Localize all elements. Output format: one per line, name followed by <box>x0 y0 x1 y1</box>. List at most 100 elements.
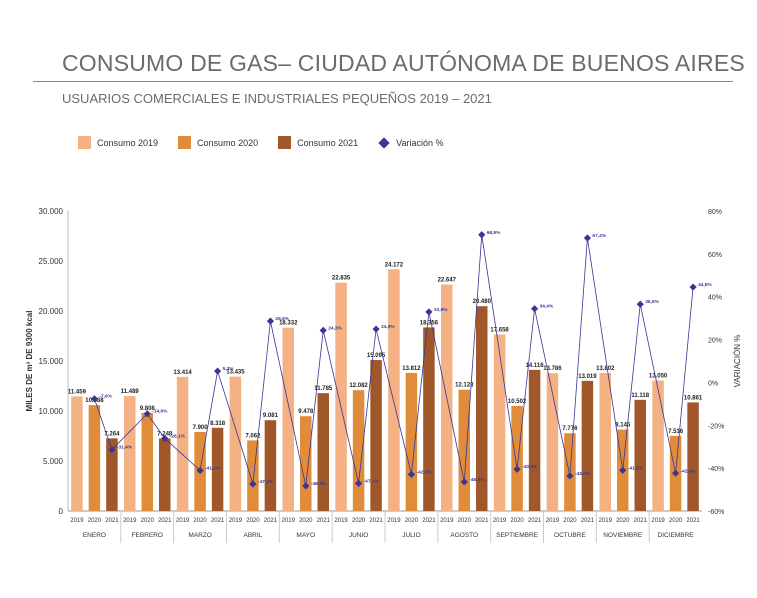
variation-point <box>478 231 486 239</box>
variation-point <box>530 305 539 313</box>
bar-consumo-2021 <box>476 306 488 511</box>
x-tick-year-label: 2019 <box>176 518 190 524</box>
x-tick-month-label: ENERO <box>83 532 106 539</box>
bar-consumo-2021 <box>370 360 382 511</box>
x-tick-year-label: 2020 <box>193 518 207 524</box>
variation-line <box>94 234 694 487</box>
bar-value-label: 13.435 <box>226 370 245 376</box>
bar-value-label: 7.248 <box>157 432 173 438</box>
x-tick-year-label: 2020 <box>510 518 524 524</box>
right-tick-label: 40% <box>708 295 722 302</box>
x-tick-year-label: 2020 <box>246 518 260 524</box>
bar-consumo-2020 <box>458 389 470 511</box>
x-tick-year-label: 2021 <box>317 518 331 524</box>
x-tick-year-label: 2020 <box>141 518 155 524</box>
bar-consumo-2021 <box>528 369 541 511</box>
x-tick-year-label: 2019 <box>493 518 507 524</box>
variation-point <box>513 465 521 473</box>
bar-consumo-2019 <box>493 334 506 511</box>
bar-value-label: 15.095 <box>367 353 386 359</box>
bar-consumo-2020 <box>88 405 101 511</box>
bar-value-label: 9.478 <box>298 409 314 415</box>
bar-consumo-2019 <box>652 380 664 511</box>
bar-consumo-2020 <box>405 372 418 511</box>
variation-label: -41,1% <box>205 466 221 472</box>
x-tick-year-label: 2020 <box>352 518 366 524</box>
bar-value-label: 24.172 <box>385 262 404 268</box>
x-tick-month-label: MARZO <box>188 532 211 539</box>
variation-label: 34,4% <box>540 304 554 310</box>
x-tick-year-label: 2021 <box>475 518 489 524</box>
bar-consumo-2019 <box>546 373 559 511</box>
variation-label: 28,6% <box>275 316 289 322</box>
variation-label: -31,4% <box>117 445 133 451</box>
right-tick-label: 80% <box>708 209 722 216</box>
x-tick-year-label: 2021 <box>528 518 542 524</box>
bar-consumo-2019 <box>71 396 83 511</box>
variation-label: -40,5% <box>522 464 538 470</box>
x-tick-year-label: 2020 <box>458 518 472 524</box>
bar-consumo-2020 <box>352 390 365 511</box>
variation-label: -43,6% <box>575 471 591 477</box>
variation-point <box>213 367 222 375</box>
x-tick-year-label: 2021 <box>158 518 172 524</box>
x-tick-year-label: 2020 <box>563 518 577 524</box>
bar-consumo-2021 <box>106 438 118 511</box>
right-tick-label: -60% <box>708 509 724 516</box>
x-tick-year-label: 2020 <box>299 518 313 524</box>
x-tick-year-label: 2019 <box>651 518 665 524</box>
bar-consumo-2019 <box>176 376 189 511</box>
bar-value-label: 17.658 <box>490 327 509 333</box>
variation-point <box>90 395 99 403</box>
bar-value-label: 13.414 <box>173 370 192 376</box>
legend-label-2020: Consumo 2020 <box>197 137 259 148</box>
chart-title: CONSUMO DE GAS– CIUDAD AUTÓNOMA DE BUENO… <box>62 50 745 76</box>
bar-consumo-2020 <box>141 412 153 511</box>
bar-value-label: 13.019 <box>578 374 597 380</box>
bar-value-label: 12.082 <box>349 383 368 389</box>
bar-value-label: 9.808 <box>140 406 156 412</box>
variation-point <box>302 482 310 490</box>
bar-consumo-2021 <box>581 380 594 511</box>
variation-point <box>619 466 627 474</box>
bar-value-label: 12.128 <box>455 383 474 389</box>
chart-subtitle: USUARIOS COMERCIALES E INDUSTRIALES PEQU… <box>62 91 492 106</box>
x-tick-month-label: OCTUBRE <box>554 532 586 539</box>
x-tick-month-label: ABRIL <box>244 532 263 539</box>
bar-consumo-2020 <box>247 440 259 511</box>
bar-consumo-2019 <box>388 269 400 511</box>
bar-consumo-2021 <box>634 399 646 511</box>
left-tick-label: 5.000 <box>43 457 64 466</box>
bar-consumo-2019 <box>124 396 136 511</box>
x-tick-year-label: 2021 <box>634 518 648 524</box>
x-tick-year-label: 2019 <box>282 518 296 524</box>
variation-point <box>407 470 416 478</box>
variation-label: -41,0% <box>628 465 644 471</box>
bar-value-label: 7.900 <box>193 425 209 431</box>
legend-item-2021: Consumo 2021 <box>278 136 358 149</box>
x-tick-year-label: 2020 <box>405 518 419 524</box>
x-tick-month-label: FEBRERO <box>132 532 163 539</box>
bar-value-label: 14.116 <box>526 363 545 369</box>
bar-value-label: 11.118 <box>631 393 649 399</box>
legend-swatch-2021 <box>278 136 292 149</box>
variation-label: -42,9% <box>416 469 432 475</box>
x-tick-year-label: 2021 <box>105 518 119 524</box>
bar-consumo-2021 <box>687 402 699 511</box>
legend-swatch-2020 <box>178 136 192 149</box>
bar-value-label: 18.332 <box>279 321 298 327</box>
bar-value-label: 20.480 <box>473 299 492 305</box>
x-tick-year-label: 2020 <box>616 518 630 524</box>
x-tick-year-label: 2019 <box>229 518 243 524</box>
bar-consumo-2021 <box>159 438 171 511</box>
x-tick-month-label: JULIO <box>402 532 420 539</box>
variation-point <box>460 478 468 486</box>
variation-point <box>196 466 204 475</box>
right-tick-label: 60% <box>708 252 722 259</box>
right-tick-label: -20% <box>708 423 724 430</box>
bar-consumo-2019 <box>599 372 611 511</box>
legend-item-2020: Consumo 2020 <box>178 136 258 149</box>
variation-label: -47,4% <box>258 479 274 485</box>
x-tick-year-label: 2019 <box>123 518 137 524</box>
variation-label: -26,1% <box>170 433 186 439</box>
